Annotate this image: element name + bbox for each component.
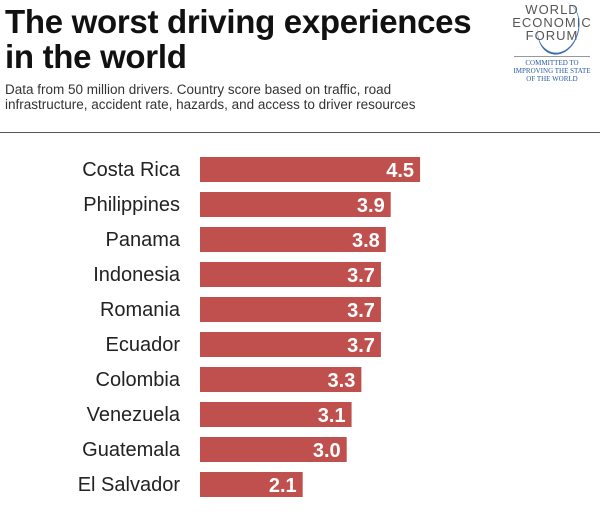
bar (200, 192, 391, 217)
value-label: 2.1 (269, 475, 297, 497)
logo-tagline: IMPROVING THE STATE (513, 67, 591, 75)
bar (200, 367, 362, 392)
header-divider (0, 132, 600, 133)
logo-line: WORLD (525, 2, 579, 17)
bar (200, 157, 421, 182)
bar (200, 402, 352, 427)
category-label: Guatemala (82, 439, 181, 461)
logo-line: ECONOMIC (512, 15, 592, 30)
category-label: El Salvador (78, 474, 181, 496)
bar (200, 332, 381, 357)
value-label: 3.8 (352, 230, 380, 252)
bar (200, 472, 303, 497)
category-label: Panama (106, 229, 181, 251)
wef-logo: WORLD ECONOMIC FORUM COMMITTED TO IMPROV… (508, 0, 596, 83)
category-label: Costa Rica (82, 159, 181, 181)
category-label: Colombia (96, 369, 181, 391)
value-label: 3.9 (357, 195, 385, 217)
logo-tagline: OF THE WORLD (526, 75, 578, 83)
value-label: 3.1 (318, 405, 346, 427)
value-label: 4.5 (386, 160, 414, 182)
value-label: 3.0 (313, 440, 341, 462)
bar (200, 437, 347, 462)
bar (200, 262, 381, 287)
value-label: 3.7 (347, 300, 375, 322)
category-label: Venezuela (87, 404, 181, 426)
value-label: 3.7 (347, 265, 375, 287)
logo-line: FORUM (525, 28, 579, 43)
category-label: Ecuador (106, 334, 181, 356)
chart-title: The worst driving experiences in the wor… (5, 3, 472, 75)
logo-tagline: COMMITTED TO (525, 59, 579, 67)
category-label: Romania (100, 299, 181, 321)
bar (200, 227, 386, 252)
category-label: Indonesia (93, 264, 181, 286)
bar (200, 297, 381, 322)
chart-subtitle: Data from 50 million drivers. Country sc… (5, 82, 416, 112)
category-label: Philippines (83, 194, 180, 216)
value-label: 3.3 (328, 370, 356, 392)
value-label: 3.7 (347, 335, 375, 357)
logo-divider (514, 56, 590, 57)
